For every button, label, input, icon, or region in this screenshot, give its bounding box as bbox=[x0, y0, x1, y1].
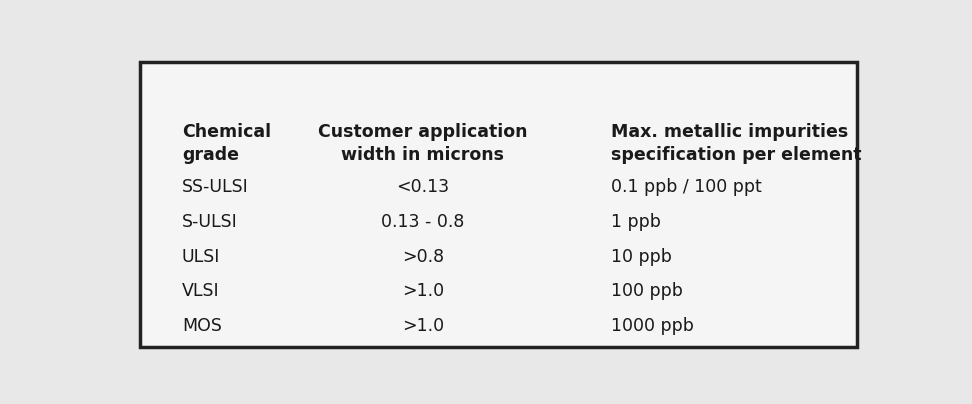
Text: >1.0: >1.0 bbox=[401, 282, 444, 301]
Text: VLSI: VLSI bbox=[182, 282, 220, 301]
Text: 1000 ppb: 1000 ppb bbox=[611, 317, 694, 335]
Text: S-ULSI: S-ULSI bbox=[182, 213, 237, 231]
Text: >0.8: >0.8 bbox=[401, 248, 444, 265]
Text: MOS: MOS bbox=[182, 317, 222, 335]
Text: Max. metallic impurities
specification per element: Max. metallic impurities specification p… bbox=[611, 123, 861, 164]
FancyBboxPatch shape bbox=[140, 63, 857, 347]
Text: 10 ppb: 10 ppb bbox=[611, 248, 672, 265]
Text: SS-ULSI: SS-ULSI bbox=[182, 178, 249, 196]
Text: 1 ppb: 1 ppb bbox=[611, 213, 661, 231]
Text: Chemical
grade: Chemical grade bbox=[182, 123, 271, 164]
Text: Customer application
width in microns: Customer application width in microns bbox=[318, 123, 528, 164]
Text: <0.13: <0.13 bbox=[397, 178, 449, 196]
Text: 100 ppb: 100 ppb bbox=[611, 282, 683, 301]
Text: ULSI: ULSI bbox=[182, 248, 220, 265]
Text: >1.0: >1.0 bbox=[401, 317, 444, 335]
Text: 0.1 ppb / 100 ppt: 0.1 ppb / 100 ppt bbox=[611, 178, 762, 196]
Text: 0.13 - 0.8: 0.13 - 0.8 bbox=[381, 213, 465, 231]
